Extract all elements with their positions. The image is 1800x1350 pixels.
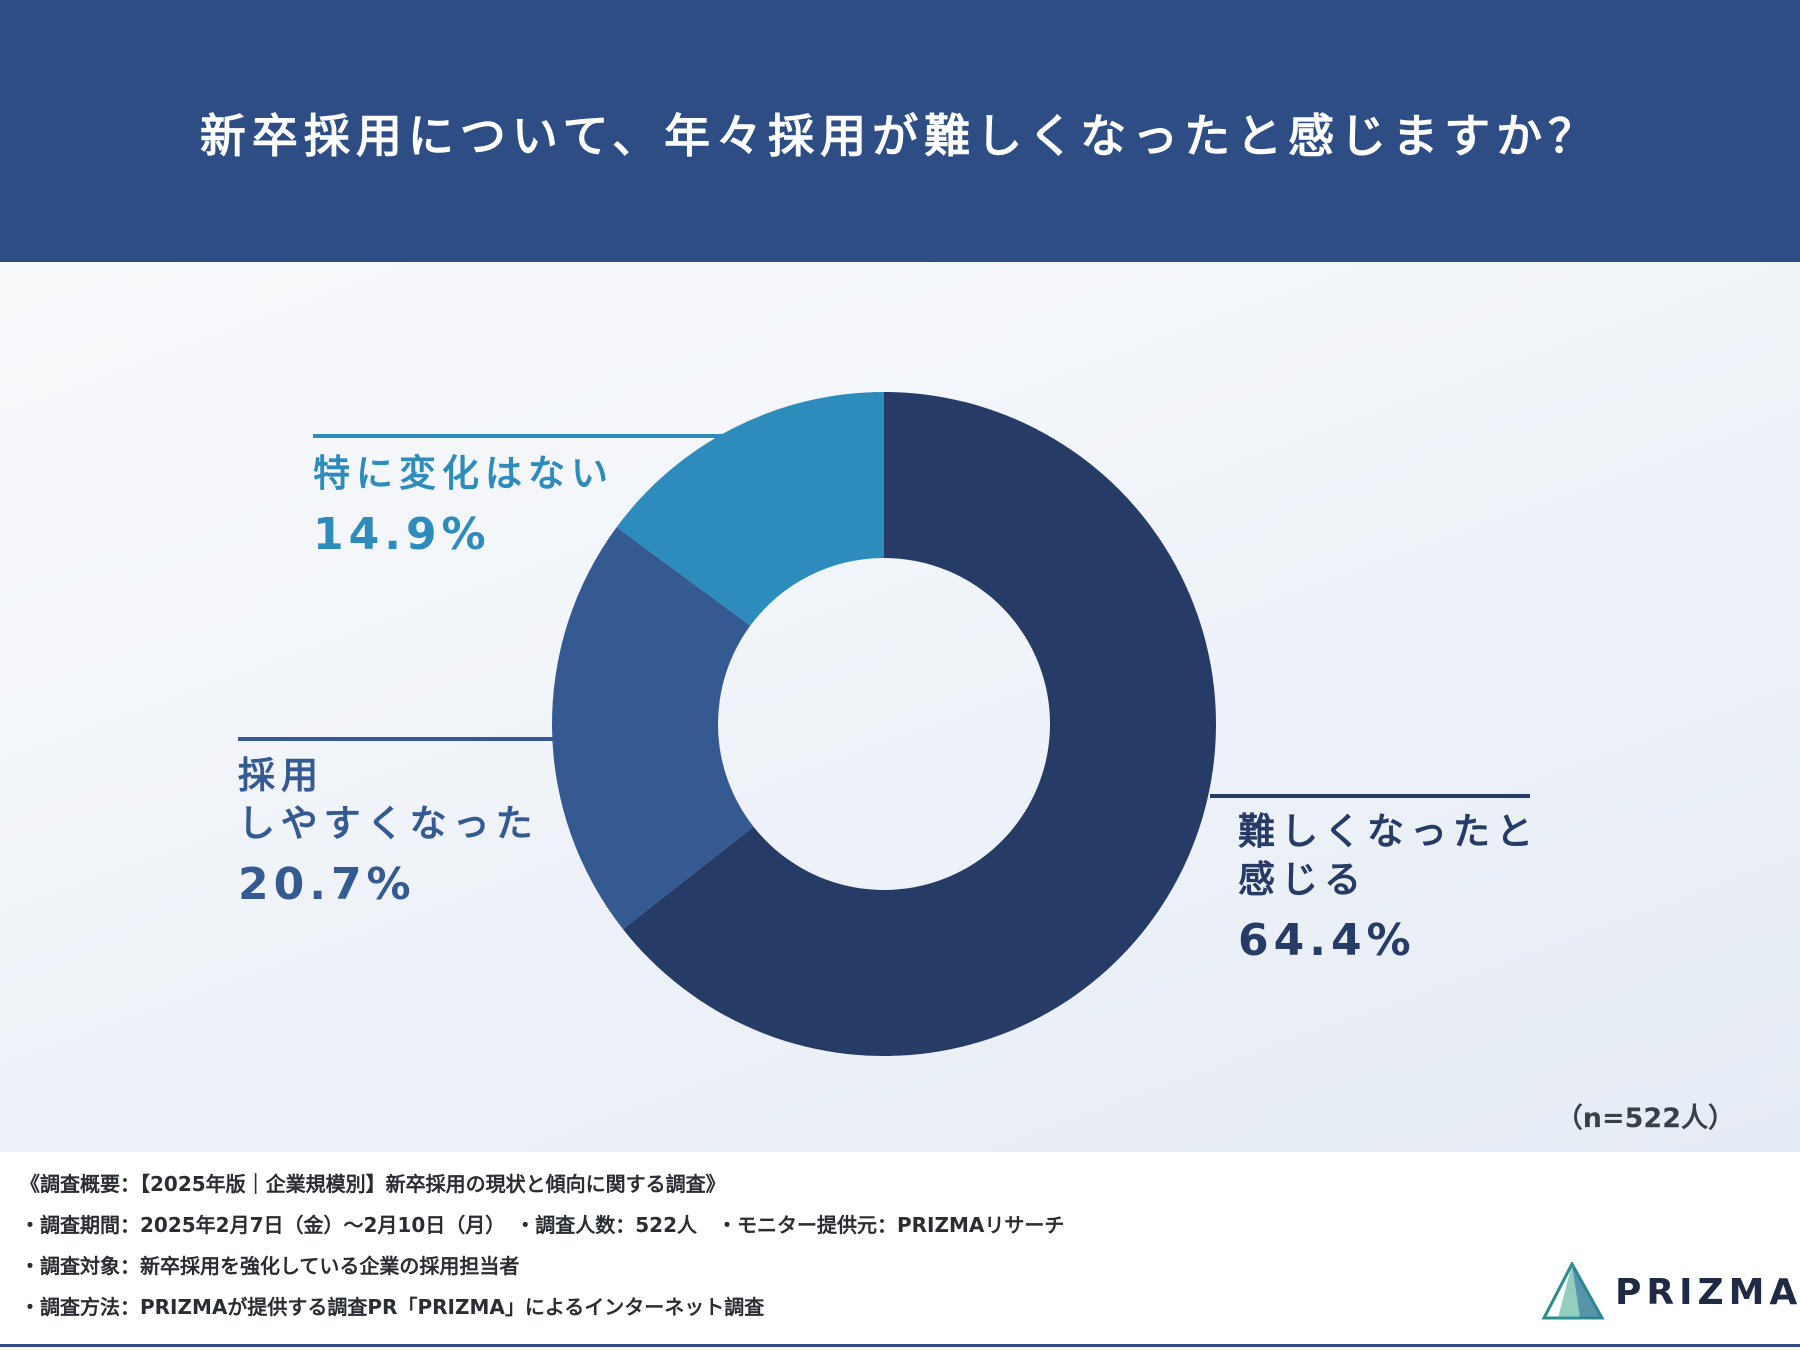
label-no-change-line1: 特に変化はない bbox=[313, 452, 614, 495]
footer-survey-method: ・調査方法：PRIZMAが提供する調査PR「PRIZMA」によるインターネット調… bbox=[20, 1295, 765, 1319]
label-difficult-line1: 難しくなったと bbox=[1238, 810, 1539, 853]
prizma-logo-icon bbox=[1541, 1262, 1605, 1320]
footer-survey-period: ・調査期間：2025年2月7日（金）～2月10日（月） ・調査人数：522人 ・… bbox=[20, 1213, 1065, 1237]
sample-size: （n=522人） bbox=[1555, 1103, 1735, 1134]
slice-no-change bbox=[616, 392, 884, 626]
label-easier-line2: しやすくなった bbox=[238, 802, 539, 846]
footer-survey-title: 《調査概要：【2025年版｜企業規模別】新卒採用の現状と傾向に関する調査》 bbox=[20, 1172, 726, 1196]
prizma-logo-text: PRIZMA bbox=[1615, 1272, 1800, 1313]
label-easier: 採用 しやすくなった 20.7% bbox=[238, 752, 539, 913]
slice-difficult bbox=[622, 392, 1217, 1056]
label-no-change: 特に変化はない 14.9% bbox=[313, 450, 614, 563]
footer-survey-target: ・調査対象：新卒採用を強化している企業の採用担当者 bbox=[20, 1254, 520, 1278]
label-difficult-line2: 感じる bbox=[1238, 858, 1367, 902]
label-easier-line1: 採用 bbox=[238, 754, 324, 797]
label-difficult: 難しくなったと 感じる 64.4% bbox=[1238, 808, 1539, 969]
slice-easier bbox=[552, 527, 754, 930]
footer bbox=[0, 1152, 1800, 1350]
label-no-change-percent: 14.9% bbox=[313, 509, 491, 561]
label-easier-percent: 20.7% bbox=[238, 859, 416, 911]
bottom-rule bbox=[0, 1344, 1800, 1347]
chart-title: 新卒採用について、年々採用が難しくなったと感じますか？ bbox=[199, 109, 1601, 163]
label-difficult-percent: 64.4% bbox=[1238, 915, 1416, 967]
donut-chart bbox=[238, 392, 1530, 1056]
header-banner bbox=[0, 0, 1800, 262]
